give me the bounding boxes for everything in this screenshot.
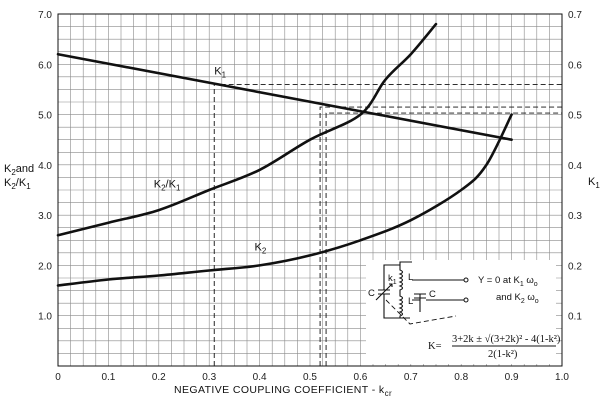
plot-frame bbox=[57, 13, 563, 367]
y-left-tick-label: 7.0 bbox=[38, 10, 52, 21]
inductor-bottom-icon bbox=[398, 294, 404, 318]
x-tick-label: 0.1 bbox=[101, 372, 115, 383]
x-tick-label: 0.2 bbox=[152, 372, 166, 383]
curve-label: K2/K1 bbox=[154, 178, 181, 192]
inductor-top-icon bbox=[398, 265, 404, 292]
label-l-top: L bbox=[408, 272, 413, 283]
curve-labels: K1 K2/K1 K2 bbox=[154, 65, 267, 255]
y-right-tick-label: 0.2 bbox=[568, 261, 582, 272]
label-k1: k1 bbox=[388, 273, 397, 286]
circuit-inset: C k1 L L C Y = 0 at K1 ωo and K2 ωo K= 3… bbox=[366, 260, 561, 364]
label-c-left: C bbox=[368, 288, 375, 299]
wire bbox=[383, 264, 401, 319]
y-left-tick-label: 5.0 bbox=[38, 111, 52, 122]
terminal-icon bbox=[463, 297, 469, 303]
y-left-tick-label: 6.0 bbox=[38, 60, 52, 71]
y-left-tick-label: 2.0 bbox=[38, 261, 52, 272]
x-tick-label: 0.5 bbox=[303, 372, 317, 383]
x-tick-label: 0.4 bbox=[253, 372, 267, 383]
curve-label: K1 bbox=[214, 65, 226, 79]
formula-numerator: 3+2k ± √(3+2k)² - 4(1-k²) bbox=[452, 333, 561, 345]
y-right-tick-label: 0.7 bbox=[568, 10, 582, 21]
capacitor-right-icon bbox=[414, 293, 432, 312]
y-axis-right-label: K1 bbox=[588, 176, 600, 190]
curve-k1 bbox=[56, 52, 513, 142]
variable-arrow-icon bbox=[375, 283, 393, 301]
x-tick-label: 0.7 bbox=[404, 372, 418, 383]
x-tick-label: 0.9 bbox=[505, 372, 519, 383]
x-tick-label: 0 bbox=[55, 372, 61, 383]
formula-lhs: K= bbox=[428, 341, 442, 352]
y-left-tick-label: 3.0 bbox=[38, 211, 52, 222]
y-left-tick-label: 1.0 bbox=[38, 312, 52, 323]
curve-k2 bbox=[56, 113, 513, 287]
y-right-tick-label: 0.6 bbox=[568, 60, 582, 71]
x-tick-label: 0.6 bbox=[353, 372, 367, 383]
x-tick-label: 0.8 bbox=[454, 372, 468, 383]
y-right-tick-label: 0.3 bbox=[568, 211, 582, 222]
terminal-icon bbox=[463, 277, 469, 283]
coupling-dash bbox=[385, 299, 457, 325]
y-right-tick-label: 0.4 bbox=[568, 161, 582, 172]
x-tick-label: 1.0 bbox=[555, 372, 569, 383]
y-left-tick-label: 4.0 bbox=[38, 161, 52, 172]
formula-denominator: 2(1-k²) bbox=[488, 349, 518, 360]
x-tick-label: 0.3 bbox=[202, 372, 216, 383]
condition-text: Y = 0 at K1 ωo bbox=[478, 275, 538, 288]
x-axis-label: NEGATIVE COUPLING COEFFICIENT - kcr bbox=[174, 384, 392, 398]
y-right-tick-label: 0.1 bbox=[568, 312, 582, 323]
y-axis-left-label: K2and K2/K1 bbox=[4, 163, 37, 191]
capacitor-left-icon bbox=[378, 275, 390, 310]
label-c-right: C bbox=[429, 289, 436, 300]
condition-and-text: and K2 ωo bbox=[496, 292, 539, 305]
label-l-bottom: L bbox=[408, 296, 413, 307]
curve-k2-k1 bbox=[56, 22, 438, 237]
curves bbox=[56, 22, 513, 287]
guide-line bbox=[325, 112, 562, 366]
curve-label: K2 bbox=[255, 241, 267, 255]
tick-labels: 0 0.1 0.2 0.3 0.4 0.5 0.6 0.7 0.8 0.9 1.0 1.0 2.0 3.0… bbox=[38, 10, 582, 383]
y-right-tick-label: 0.5 bbox=[568, 111, 582, 122]
guide-line bbox=[319, 106, 562, 366]
wire-right bbox=[399, 261, 466, 319]
